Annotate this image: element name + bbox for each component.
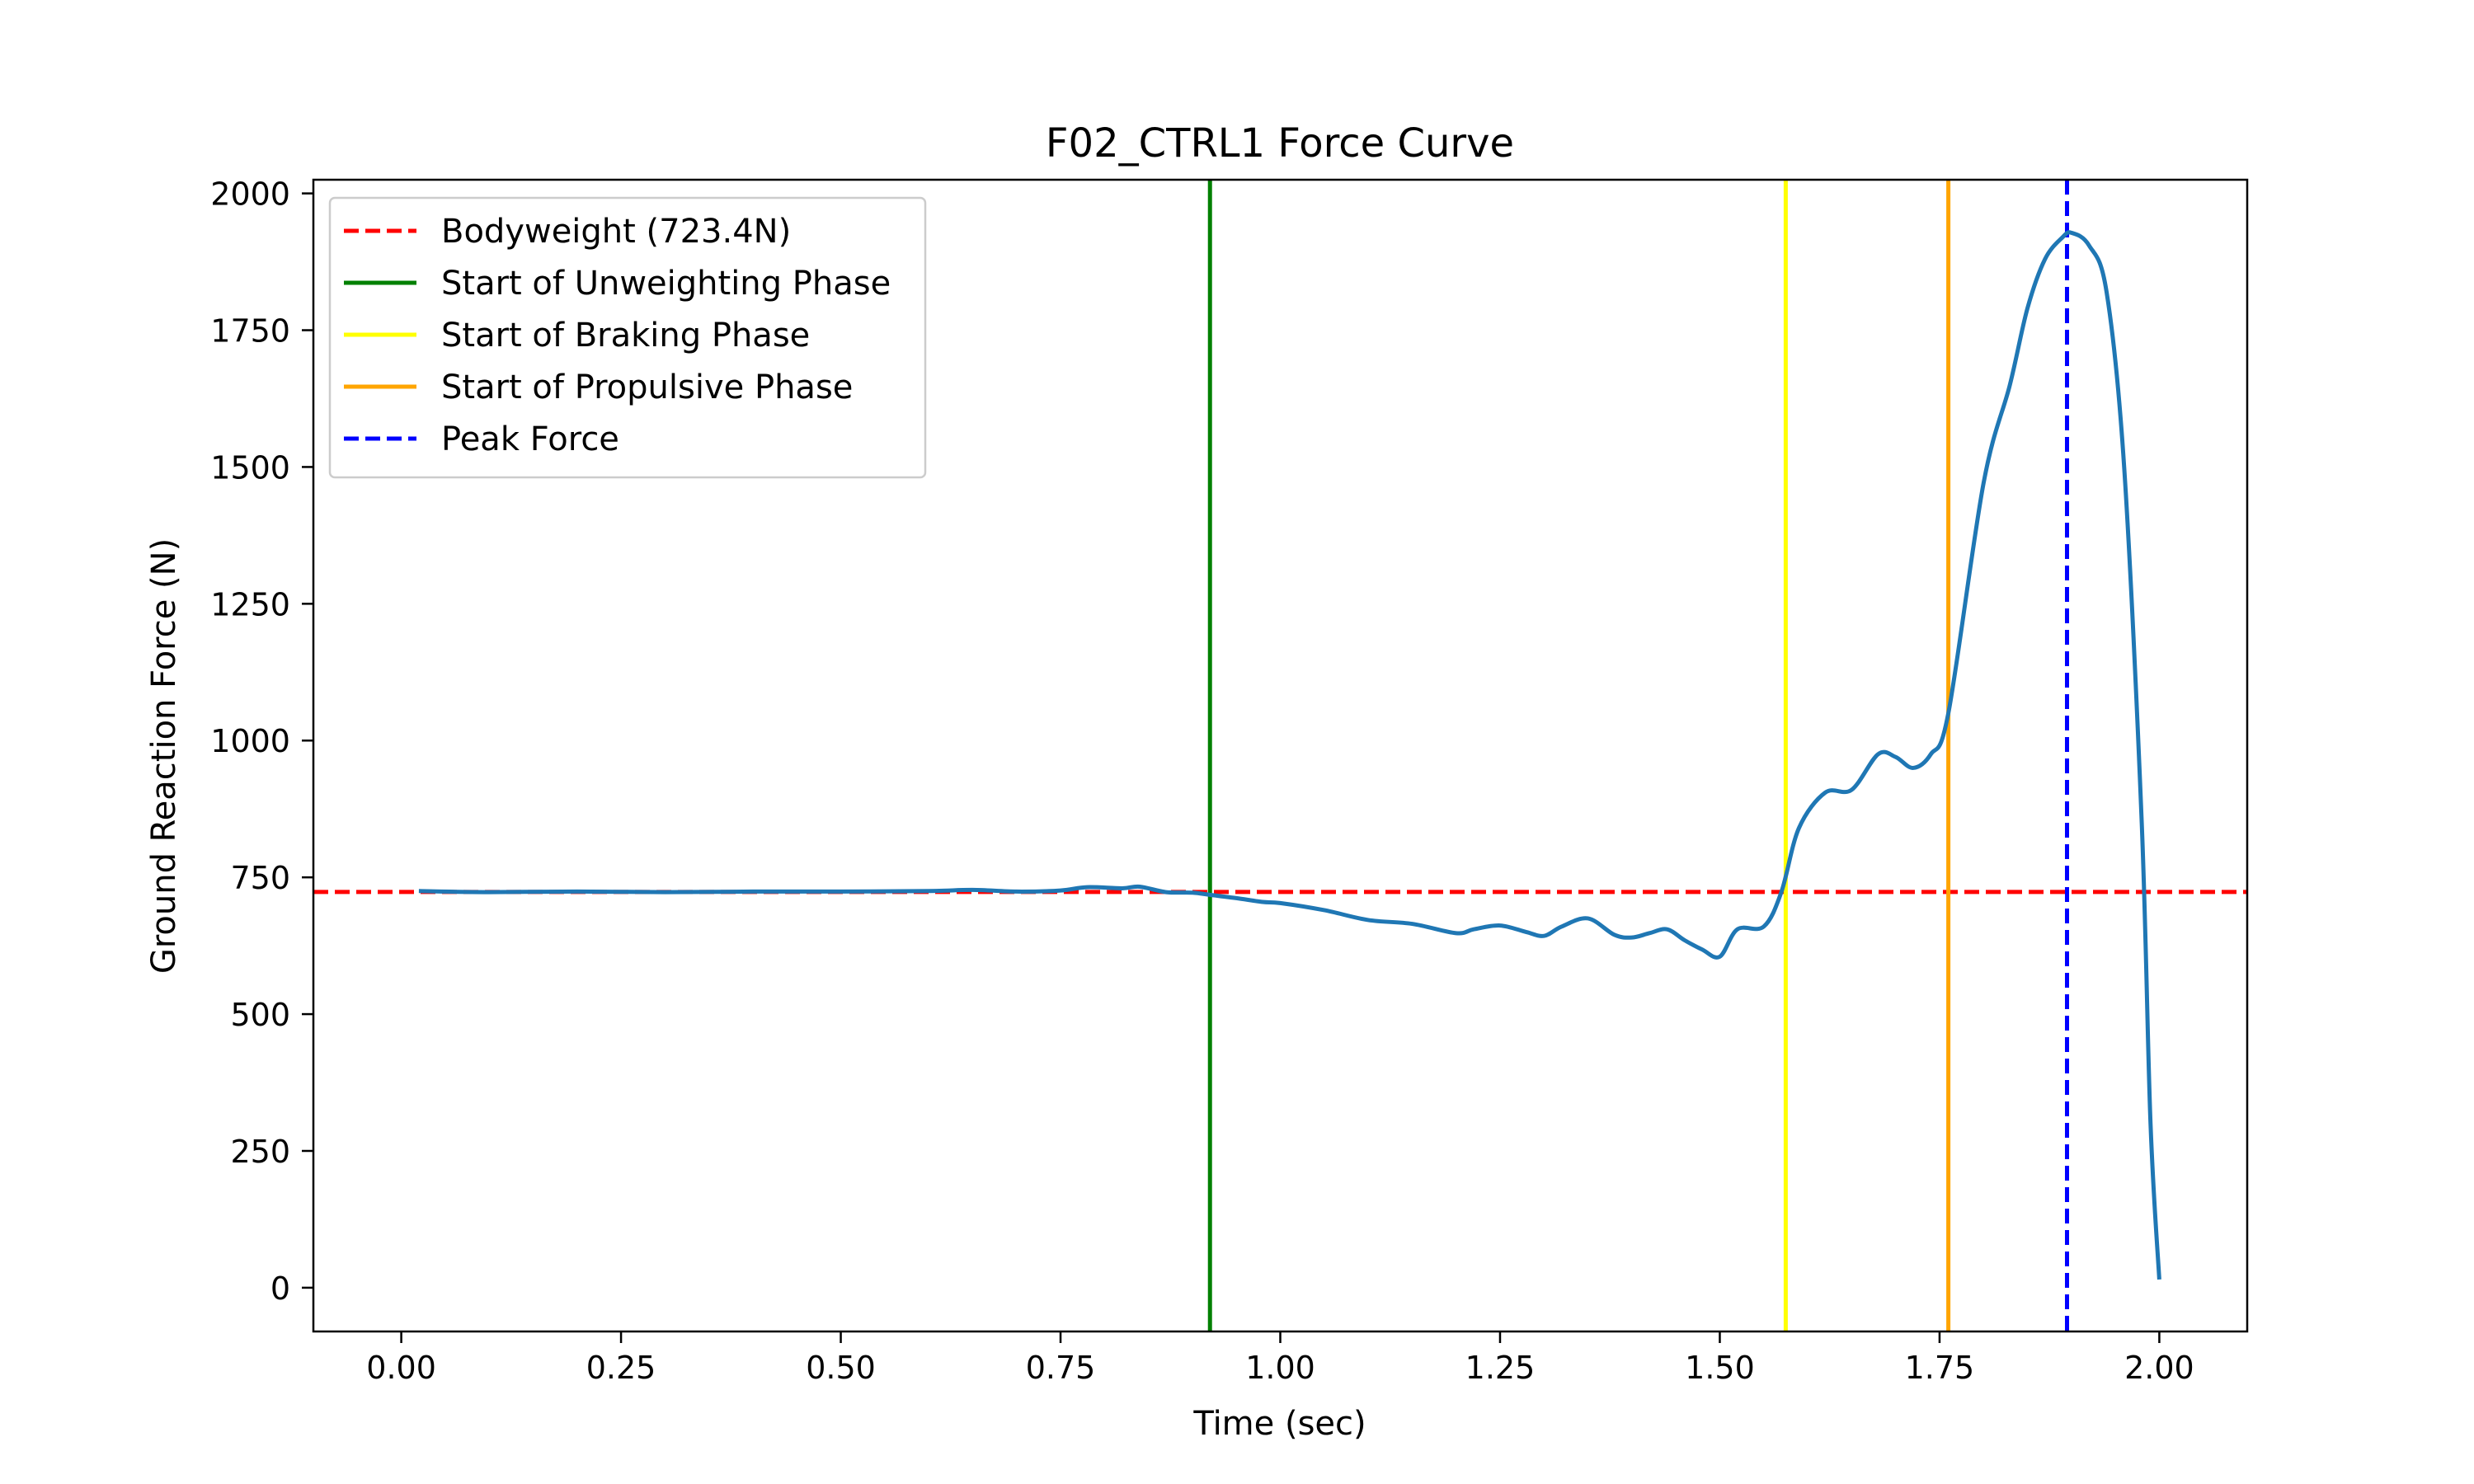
y-axis-label: Ground Reaction Force (N) <box>145 538 183 974</box>
y-tick-label: 1500 <box>210 449 290 486</box>
legend: Bodyweight (723.4N) Start of Unweighting … <box>328 196 927 479</box>
x-tick-label: 0.00 <box>366 1350 436 1386</box>
x-tick-label: 1.25 <box>1465 1350 1536 1386</box>
y-tick-label: 2000 <box>210 176 290 213</box>
chart-title: F02_CTRL1 Force Curve <box>1046 120 1514 167</box>
legend-entry-label: Start of Braking Phase <box>441 317 810 355</box>
x-tick-label: 1.75 <box>1905 1350 1975 1386</box>
x-axis-label: Time (sec) <box>1192 1405 1366 1443</box>
y-tick-label: 750 <box>230 860 290 896</box>
y-tick-label: 500 <box>230 997 290 1033</box>
x-tick-label: 2.00 <box>2124 1350 2194 1386</box>
y-tick-label: 1250 <box>210 586 290 622</box>
y-tick-label: 0 <box>270 1270 290 1307</box>
y-tick-label: 250 <box>230 1134 290 1170</box>
y-tick-label: 1000 <box>210 723 290 759</box>
x-tick-label: 1.00 <box>1245 1350 1315 1386</box>
legend-entry-label: Start of Propulsive Phase <box>441 369 853 406</box>
plot-area <box>312 178 2249 1333</box>
legend-entry-label: Start of Unweighting Phase <box>441 265 891 303</box>
series-line-force <box>418 230 2161 1280</box>
x-tick-label: 0.50 <box>806 1350 876 1386</box>
x-tick-label: 1.50 <box>1685 1350 1755 1386</box>
legend-box <box>328 196 927 479</box>
x-axis-ticks: 0.00 0.25 0.50 0.75 1.00 1.25 1.50 1.75 2.00 <box>366 1331 2194 1386</box>
legend-entry-label: Peak Force <box>441 420 619 458</box>
x-tick-label: 0.25 <box>586 1350 656 1386</box>
y-tick-label: 1750 <box>210 313 290 350</box>
y-axis-ticks: 0 250 500 750 1000 1250 1500 1750 2000 <box>210 176 313 1307</box>
legend-entry-label: Bodyweight (723.4N) <box>441 213 791 251</box>
x-tick-label: 0.75 <box>1026 1350 1096 1386</box>
